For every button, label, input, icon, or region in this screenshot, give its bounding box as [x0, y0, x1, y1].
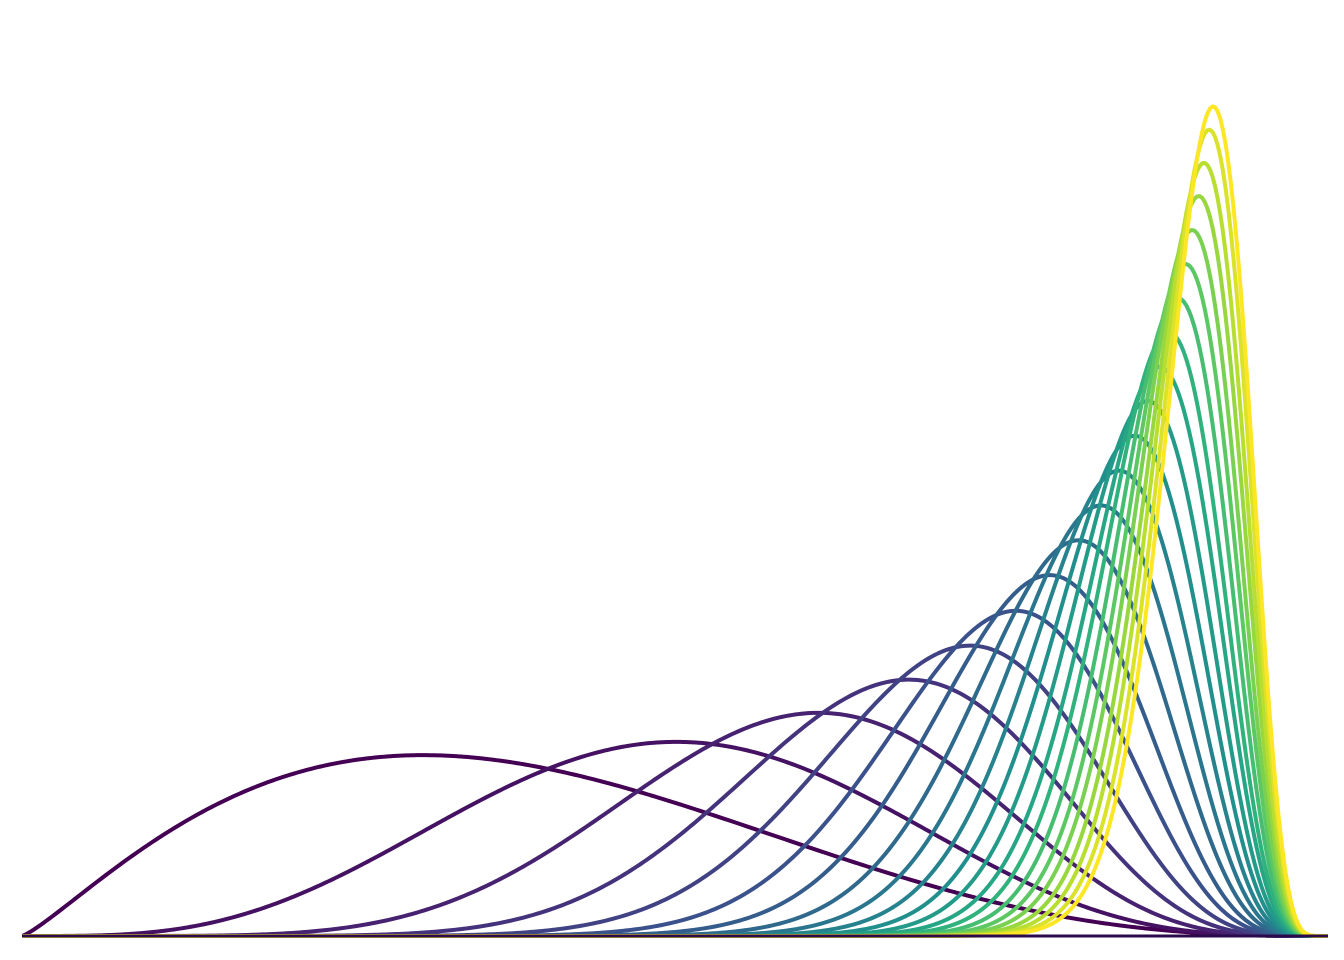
series-line-2 [22, 739, 1328, 938]
series-line-21 [22, 104, 1328, 938]
series-line-18 [22, 194, 1328, 938]
series-curves [21, 104, 1328, 938]
series-line-6 [22, 608, 1328, 938]
series-line-1 [21, 753, 1328, 938]
